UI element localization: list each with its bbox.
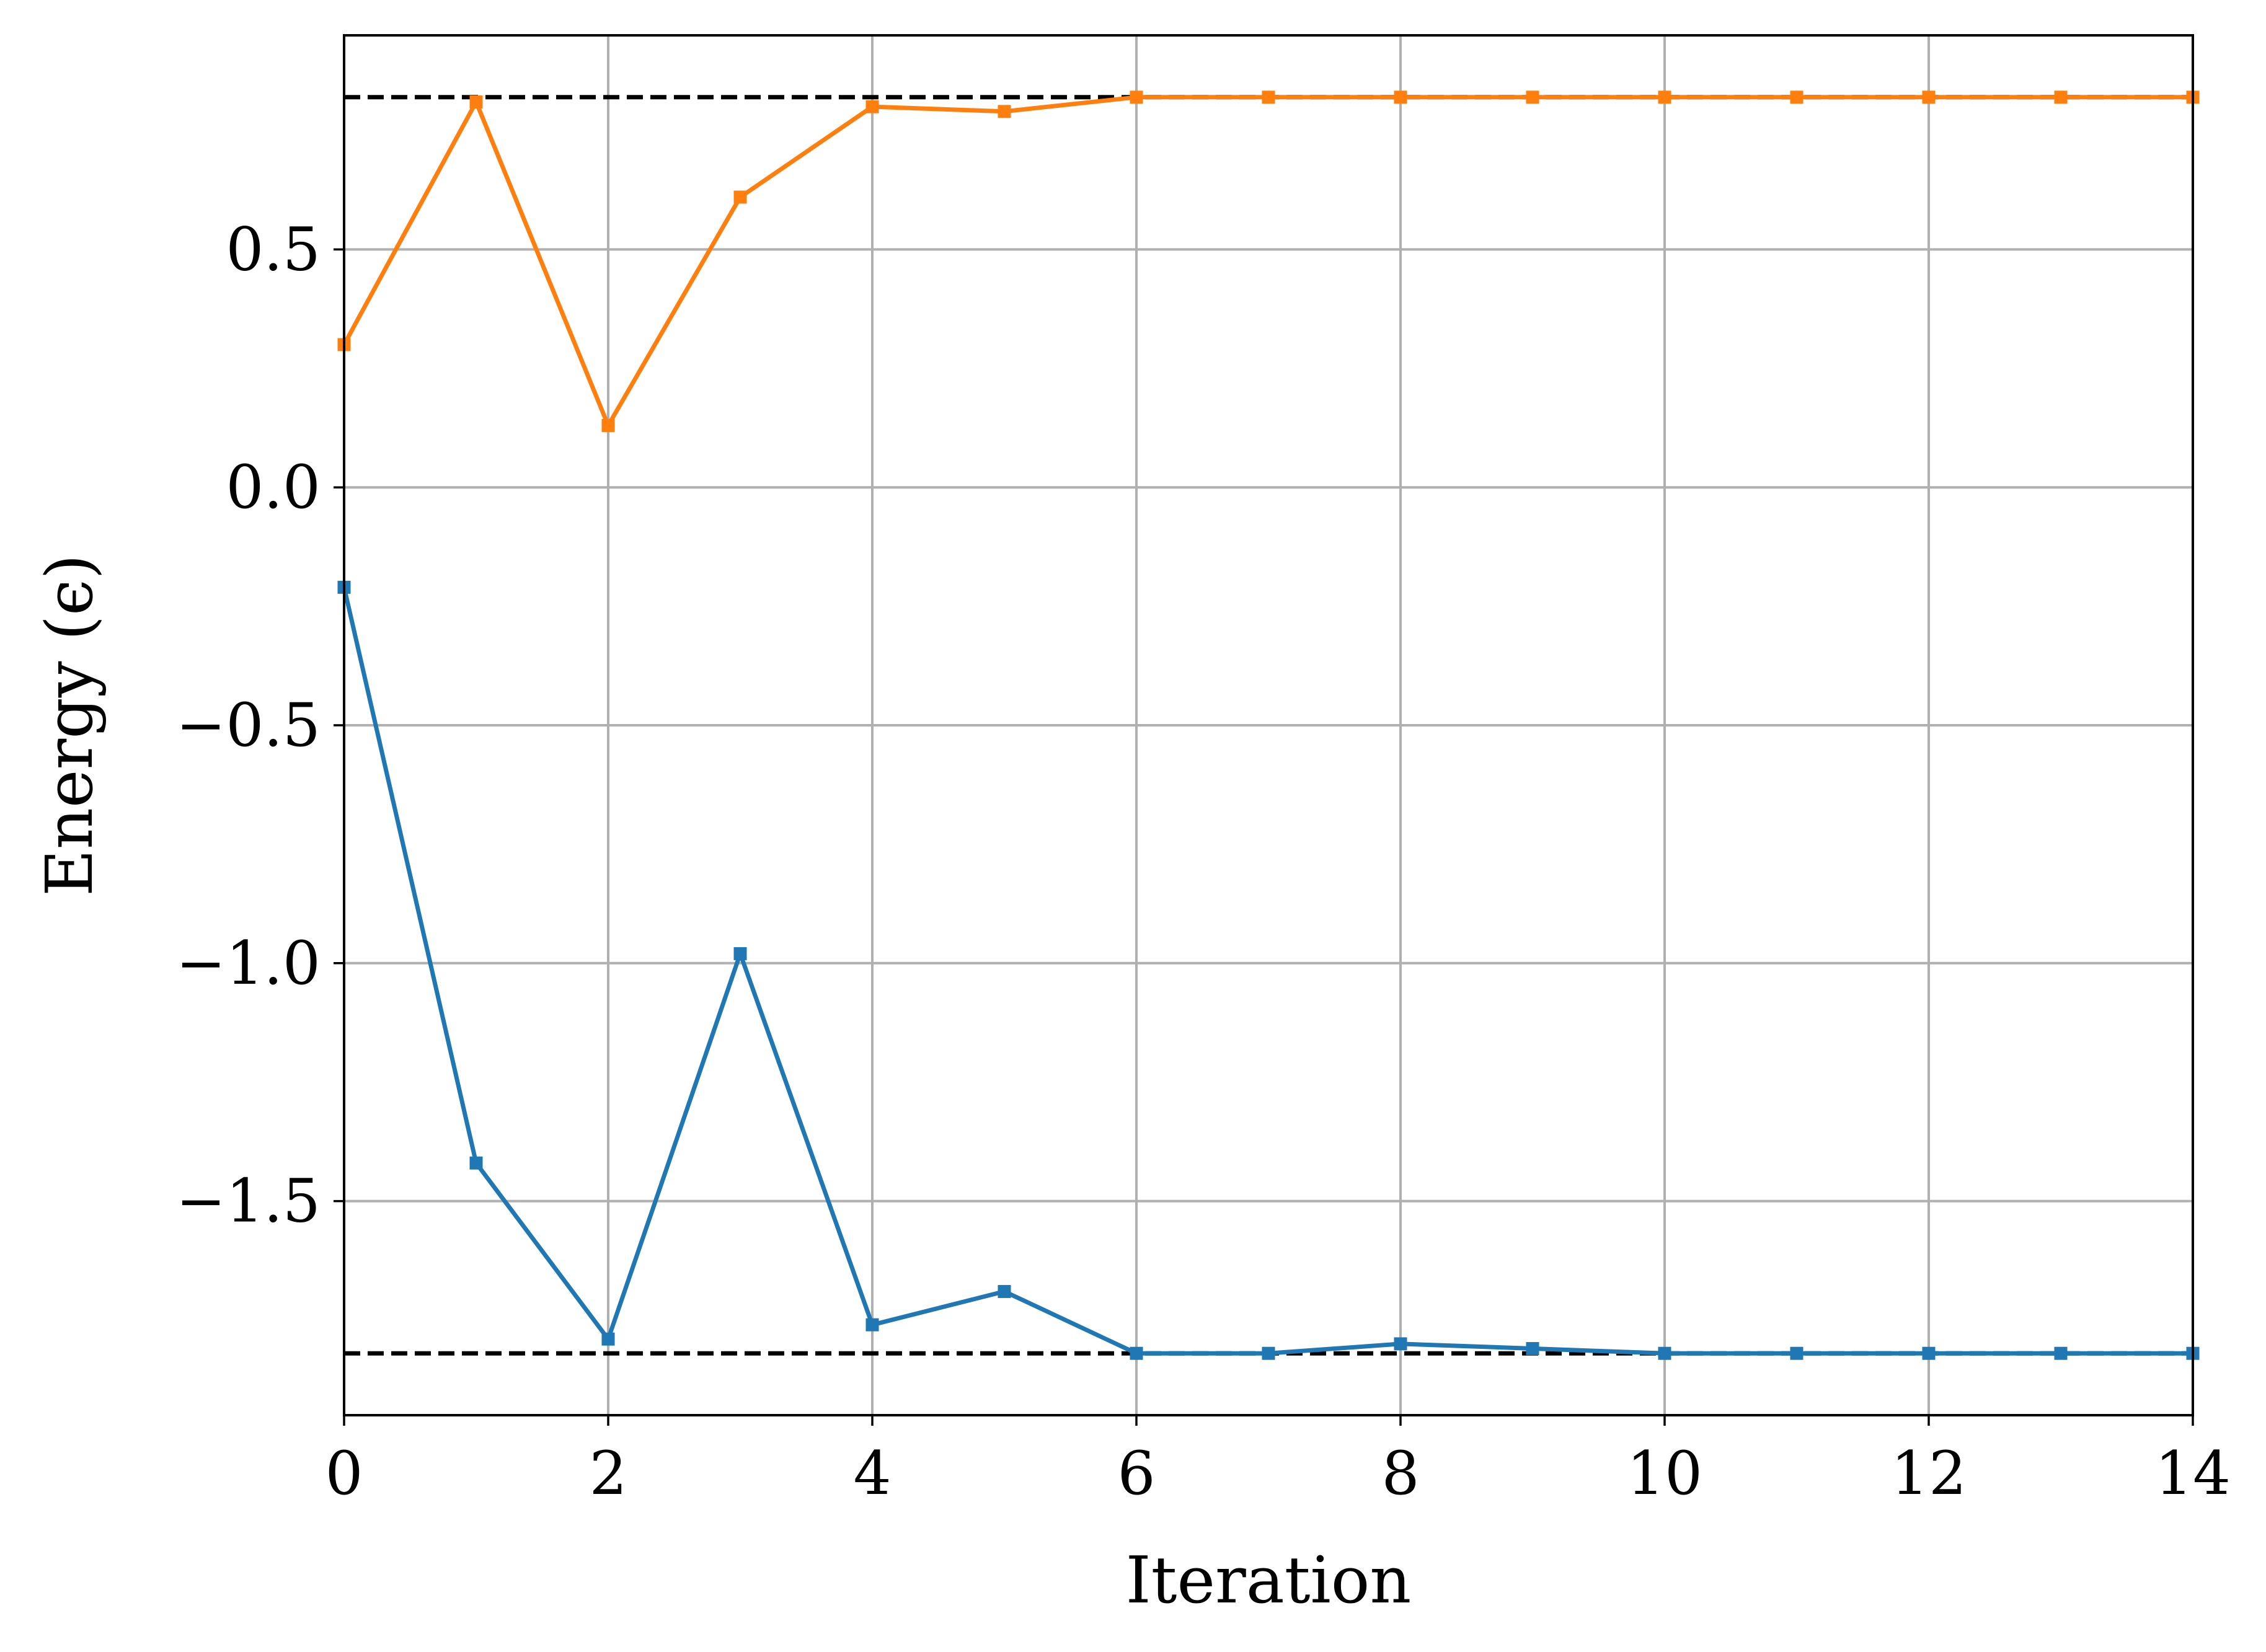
x-tick-label: 0 bbox=[325, 1439, 363, 1508]
data-point bbox=[1130, 1346, 1143, 1360]
y-axis-ticks: 0.5 0.0 −0.5 −1.0 −1.5 bbox=[176, 214, 344, 1236]
data-point bbox=[733, 190, 747, 204]
data-point bbox=[1790, 91, 1804, 104]
y-tick-label: −1.0 bbox=[176, 929, 321, 998]
data-series bbox=[337, 91, 2200, 1360]
x-tick-label: 8 bbox=[1381, 1439, 1419, 1508]
x-tick-label: 12 bbox=[1891, 1439, 1967, 1508]
data-point bbox=[1262, 91, 1275, 104]
data-point bbox=[1658, 91, 1671, 104]
data-point bbox=[1790, 1346, 1804, 1360]
x-axis-label: Iteration bbox=[1126, 1542, 1412, 1618]
data-point bbox=[1130, 91, 1143, 104]
data-point bbox=[1658, 1346, 1671, 1360]
series-line bbox=[342, 95, 2193, 428]
x-tick-label: 2 bbox=[589, 1439, 627, 1508]
x-tick-label: 6 bbox=[1117, 1439, 1155, 1508]
data-point bbox=[601, 418, 615, 432]
data-point bbox=[865, 1318, 879, 1332]
series-group bbox=[337, 91, 2200, 432]
series-line bbox=[342, 586, 2193, 1356]
x-tick-label: 14 bbox=[2155, 1439, 2231, 1508]
y-axis-label: Energy (ϵ) bbox=[32, 554, 107, 896]
data-point bbox=[1262, 1346, 1275, 1360]
data-point bbox=[601, 1332, 615, 1346]
y-tick-label: 0.5 bbox=[226, 214, 321, 284]
series-group bbox=[337, 580, 2200, 1360]
x-tick-label: 10 bbox=[1627, 1439, 1702, 1508]
data-point bbox=[469, 95, 483, 108]
y-tick-label: −0.5 bbox=[176, 691, 321, 760]
data-point bbox=[998, 105, 1011, 118]
data-point bbox=[733, 947, 747, 960]
x-axis-ticks: 0 2 4 6 8 10 12 14 bbox=[325, 1415, 2231, 1508]
data-point bbox=[1922, 91, 1936, 104]
x-tick-label: 4 bbox=[853, 1439, 891, 1508]
data-point bbox=[1526, 91, 1539, 104]
data-point bbox=[998, 1284, 1011, 1298]
data-point bbox=[1526, 1342, 1539, 1356]
data-point bbox=[865, 100, 879, 113]
data-point bbox=[1394, 1337, 1407, 1351]
data-point bbox=[2054, 1346, 2068, 1360]
data-point bbox=[2054, 91, 2068, 104]
data-point bbox=[1922, 1346, 1936, 1360]
data-point bbox=[469, 1156, 483, 1170]
data-point bbox=[1394, 91, 1407, 104]
y-tick-label: 0.0 bbox=[226, 453, 321, 522]
y-tick-label: −1.5 bbox=[176, 1167, 321, 1236]
gridlines bbox=[343, 35, 2194, 1415]
